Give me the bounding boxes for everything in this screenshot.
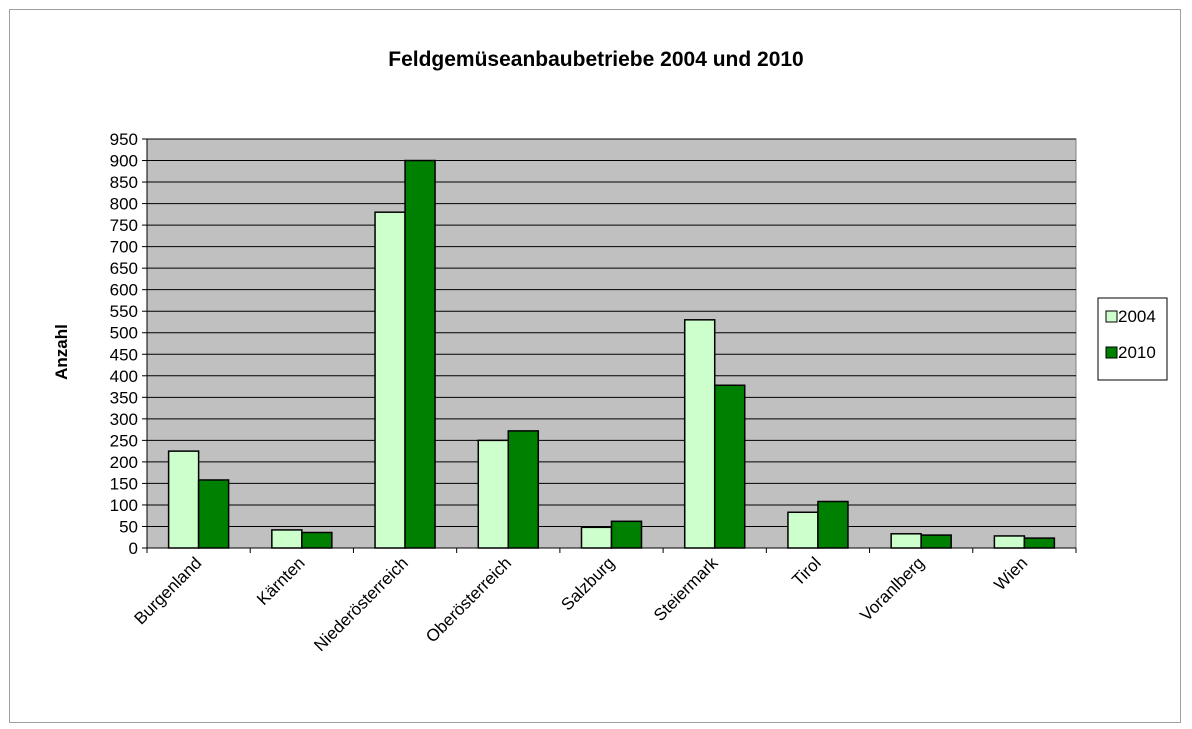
plot-area: 0 50 100 150 200 250 300 350 400 450 500 550 600 650 7… [110,130,1077,655]
y-tick-label: 350 [110,388,138,407]
y-tick-label: 100 [110,496,138,515]
y-tick-label: 250 [110,431,138,450]
bar-2010-Kärnten [301,531,333,549]
y-axis-label: Anzahl [52,324,71,380]
x-category-label: Niederösterreich [310,553,412,655]
legend: 2004 2010 [1097,297,1168,381]
y-tick-label: 0 [129,539,138,558]
legend-label-2010: 2010 [1118,343,1156,362]
x-category-label: Burgenland [131,553,206,628]
bar-chart: Feldgemüseanbaubetriebe 2004 und 2010 An… [52,48,1168,655]
y-tick-label: 450 [110,345,138,364]
y-tick-label: 800 [110,195,138,214]
bar-2010-Voranlberg [920,534,952,549]
bar-2010-Burgenland [197,479,230,549]
bar-2010-Oberösterreich [507,430,540,549]
y-tick-label: 850 [110,173,138,192]
legend-swatch-2004 [1105,310,1118,323]
bar-2010-Steiermark [713,384,746,549]
y-tick-label: 400 [110,367,138,386]
bar-2004-Tirol [787,511,819,549]
y-tick-label: 550 [110,302,138,321]
x-category-label: Wien [990,553,1031,594]
x-category-label: Tirol [788,553,824,589]
chart-frame: Feldgemüseanbaubetriebe 2004 und 2010 An… [9,9,1181,723]
bar-2010-Tirol [817,500,849,549]
plot-background [146,138,1077,549]
x-category-label: Kärnten [253,553,309,609]
y-tick-label: 50 [119,517,138,536]
bar-2010-Niederösterreich [404,159,436,549]
y-tick-label: 650 [110,259,138,278]
x-category-label: Salzburg [557,553,618,614]
y-tick-label: 750 [110,216,138,235]
x-category-label: Oberösterreich [422,553,515,646]
y-tick-label: 300 [110,410,138,429]
y-tick-label: 500 [110,324,138,343]
bar-2010-Salzburg [610,520,643,549]
legend-swatch-2010 [1105,346,1118,359]
y-tick-label: 200 [110,453,138,472]
y-tick-label: 700 [110,238,138,257]
y-tick-label: 950 [110,130,138,149]
y-tick-label: 600 [110,281,138,300]
y-tick-label: 150 [110,474,138,493]
bar-2004-Steiermark [683,319,716,549]
bar-2004-Oberösterreich [477,439,510,549]
bar-2004-Wien [993,535,1026,549]
bar-2004-Kärnten [271,529,303,549]
bar-2004-Voranlberg [890,533,922,549]
y-tick-label: 900 [110,152,138,171]
x-category-label: Voranlberg [856,553,928,625]
chart-title: Feldgemüseanbaubetriebe 2004 und 2010 [388,48,804,71]
legend-label-2004: 2004 [1118,307,1156,326]
bar-2004-Niederösterreich [374,211,406,549]
bar-2004-Salzburg [580,526,613,549]
bar-2004-Burgenland [167,450,200,549]
x-category-label: Steiermark [650,553,722,625]
bar-2010-Wien [1023,537,1056,549]
